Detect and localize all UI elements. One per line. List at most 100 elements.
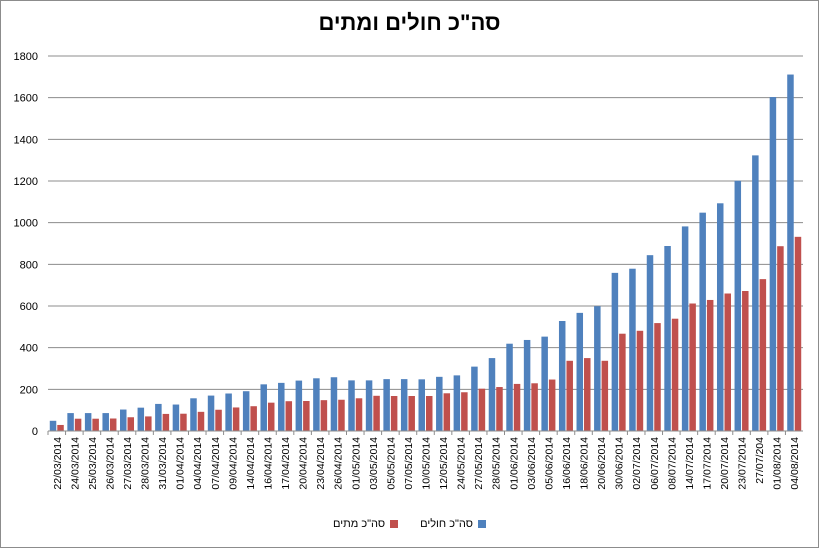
bar-patients [523,339,531,431]
x-tick-label: 23/04/2014 [315,437,327,490]
x-tick-label: 01/06/2014 [508,437,520,490]
bar-patients [67,413,74,431]
bar-deaths [443,393,451,431]
bar-patients [611,272,619,431]
x-tick-label: 31/03/2014 [157,437,169,490]
bar-deaths [531,383,538,431]
bar-deaths [267,402,275,431]
bar-deaths [496,387,503,431]
x-tick-label: 28/03/2014 [140,437,152,490]
bar-patients [190,398,197,431]
bar-deaths [180,413,187,431]
x-tick-label: 17/04/2014 [280,437,292,490]
bar-deaths [671,318,679,431]
bar-patients [207,395,215,431]
y-tick-label: 400 [20,343,38,355]
bar-patients [102,413,109,431]
x-tick-label: 04/08/2014 [789,437,801,490]
bar-deaths [109,418,117,431]
bar-deaths [355,398,363,431]
bar-patients [84,413,92,431]
bar-patients [664,246,671,431]
x-tick-label: 22/03/2014 [52,437,64,490]
y-tick-label: 1200 [14,176,38,188]
bar-deaths [724,293,731,431]
bar-deaths [338,399,345,431]
bar-patients [453,375,461,431]
bar-patients [155,403,162,431]
bar-patients [629,268,636,431]
bar-patients [348,380,355,431]
bar-patients [278,382,285,431]
x-tick-label: 27/07/204 [754,437,766,484]
bar-patients [558,321,566,431]
bar-deaths [145,416,152,431]
bar-patients [576,312,584,431]
bar-deaths [742,291,749,431]
x-tick-label: 07/04/2014 [210,437,222,490]
bar-patients [541,336,548,431]
bar-patients [752,155,759,431]
y-tick-label: 800 [20,259,38,271]
bar-deaths [197,411,205,431]
legend-swatch-deaths [390,520,399,528]
bar-deaths [320,400,328,431]
bar-patients [172,404,180,431]
x-tick-label: 16/04/2014 [262,437,274,490]
x-tick-label: 03/05/2014 [368,437,380,490]
bar-patients [242,391,250,431]
bar-patients [488,358,496,431]
bar-deaths [390,396,398,431]
legend-swatch-patients [477,520,486,528]
x-tick-label: 27/05/2014 [473,437,485,490]
x-tick-label: 16/06/2014 [561,437,573,490]
bar-deaths [478,388,486,431]
bar-deaths [162,413,170,431]
x-tick-label: 26/03/2014 [104,437,116,490]
x-tick-label: 14/04/2014 [245,437,257,490]
bar-deaths [584,358,591,431]
x-tick-label: 30/06/2014 [614,437,626,490]
y-tick-label: 1400 [14,134,38,146]
bar-patients [699,212,706,431]
x-tick-label: 10/05/2014 [421,437,433,490]
bar-deaths [654,323,661,431]
bar-deaths [777,246,784,431]
x-tick-label: 24/03/2014 [69,437,81,490]
bar-patients [646,255,654,431]
bar-patients [506,343,513,431]
x-tick-label: 01/04/2014 [175,437,187,490]
bar-deaths [636,330,644,431]
bar-deaths [285,401,293,431]
bar-deaths [601,360,609,431]
x-tick-label: 09/04/2014 [227,437,239,490]
bar-patients [734,180,742,431]
bars [49,74,802,432]
bar-patients [120,409,127,431]
x-tick-label: 14/07/2014 [684,437,696,490]
x-tick-label: 27/03/2014 [122,437,134,490]
x-tick-label: 28/05/2014 [491,437,503,490]
x-tick-label: 20/04/2014 [298,437,310,490]
x-tick-label: 07/05/2014 [403,437,415,490]
x-tick-label: 20/06/2014 [596,437,608,490]
x-tick-label: 01/08/2014 [772,437,784,490]
bar-patients [681,226,689,431]
bar-patients [787,74,794,432]
legend-item-deaths: סה"כ מתים [333,518,399,530]
bar-deaths [426,396,433,431]
x-tick-label: 26/04/2014 [333,437,345,490]
bar-patients [400,379,408,431]
chart-title: סה"כ חולים ומתים [318,10,501,35]
x-tick-label: 20/07/2014 [719,437,731,490]
x-tick-label: 18/06/2014 [579,437,591,490]
bar-deaths [408,396,415,431]
bar-deaths [303,401,310,431]
bar-patients [137,407,145,431]
bar-patients [716,203,724,431]
bar-patients [295,380,303,431]
bar-deaths [619,333,626,431]
bar-patients [49,420,57,431]
bar-deaths [461,392,468,431]
bar-deaths [232,407,240,431]
